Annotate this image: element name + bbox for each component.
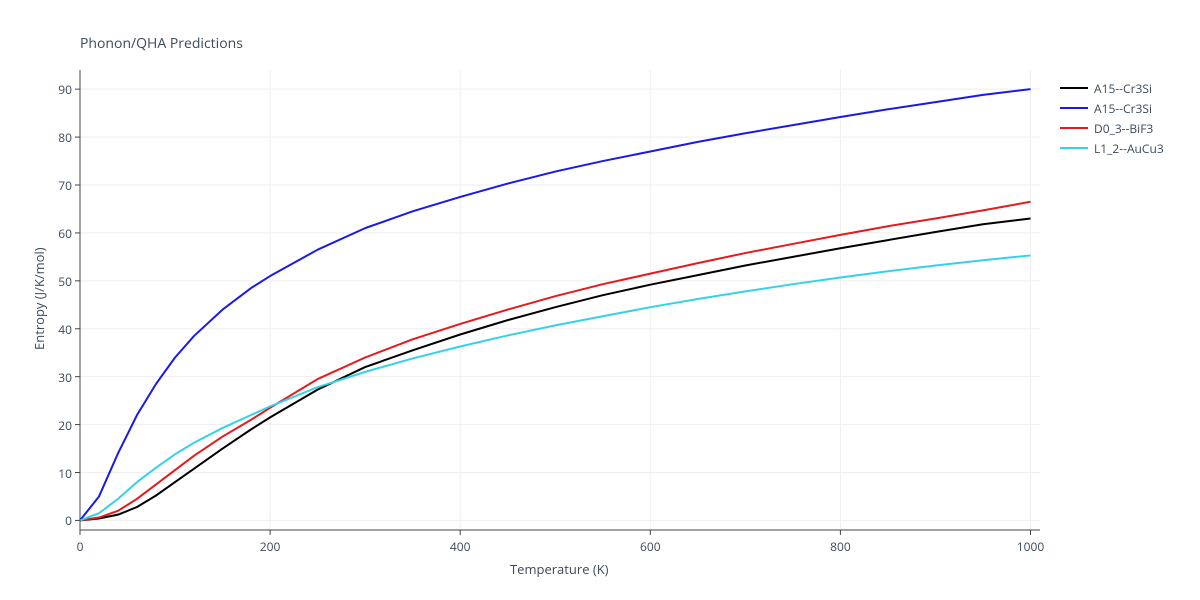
chart-axes [0, 0, 1200, 600]
y-tick-label: 50 [58, 273, 72, 290]
legend-label: A15--Cr3Si [1094, 100, 1152, 117]
y-tick-label: 90 [58, 81, 72, 98]
legend-label: A15--Cr3Si [1094, 80, 1152, 97]
x-axis-label: Temperature (K) [510, 560, 609, 578]
chart-legend: A15--Cr3Si A15--Cr3Si D0_3--BiF3 L1_2--AuCu… [1060, 78, 1164, 158]
x-tick-label: 800 [825, 538, 855, 555]
x-tick-label: 1000 [1015, 538, 1045, 555]
legend-swatch [1060, 147, 1088, 149]
legend-item[interactable]: A15--Cr3Si [1060, 78, 1164, 98]
x-tick-label: 600 [635, 538, 665, 555]
legend-swatch [1060, 107, 1088, 109]
y-tick-label: 10 [58, 465, 72, 482]
y-tick-label: 40 [58, 321, 72, 338]
y-tick-label: 60 [58, 225, 72, 242]
y-axis-label: Entropy (J/K/mol) [30, 247, 48, 350]
y-tick-label: 30 [58, 369, 72, 386]
legend-label: L1_2--AuCu3 [1094, 140, 1164, 157]
legend-item[interactable]: A15--Cr3Si [1060, 98, 1164, 118]
legend-label: D0_3--BiF3 [1094, 120, 1153, 137]
y-tick-label: 20 [58, 417, 72, 434]
legend-swatch [1060, 87, 1088, 89]
y-tick-label: 70 [58, 177, 72, 194]
y-tick-label: 80 [58, 129, 72, 146]
legend-item[interactable]: L1_2--AuCu3 [1060, 138, 1164, 158]
y-tick-label: 0 [65, 512, 72, 529]
x-tick-label: 400 [445, 538, 475, 555]
legend-item[interactable]: D0_3--BiF3 [1060, 118, 1164, 138]
x-tick-label: 200 [255, 538, 285, 555]
legend-swatch [1060, 127, 1088, 129]
x-tick-label: 0 [65, 538, 95, 555]
chart-container: Phonon/QHA Predictions 02004006008001000… [0, 0, 1200, 600]
